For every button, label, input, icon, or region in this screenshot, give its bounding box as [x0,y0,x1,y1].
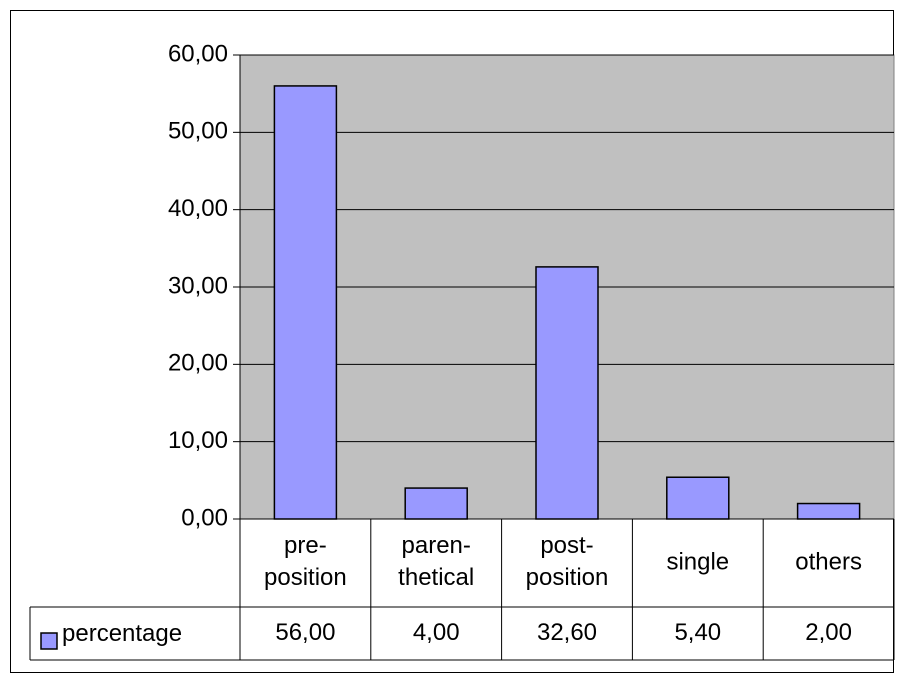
x-tick-label: paren-thetical [398,532,474,591]
data-table-value: 5,40 [674,619,721,646]
y-tick-label: 50,00 [168,118,228,145]
y-tick-label: 40,00 [168,195,228,222]
data-table-value: 56,00 [275,619,335,646]
bar [273,85,338,520]
data-table-value: 32,60 [537,619,597,646]
y-tick-label: 0,00 [181,504,228,531]
x-tick-label: single [666,548,729,575]
y-tick-label: 30,00 [168,272,228,299]
bar [535,266,599,520]
data-table-value: 2,00 [805,619,852,646]
bar [666,476,730,520]
x-tick-label: others [795,548,862,575]
legend-label: percentage [62,620,182,647]
bar [404,487,468,520]
x-tick-label: post-position [526,532,609,591]
data-table-value: 4,00 [413,619,460,646]
y-tick-label: 60,00 [168,40,228,67]
legend-key [40,632,58,650]
bar [796,502,861,520]
y-tick-label: 20,00 [168,350,228,377]
y-tick-label: 10,00 [168,427,228,454]
x-tick-label: pre-position [264,532,347,591]
